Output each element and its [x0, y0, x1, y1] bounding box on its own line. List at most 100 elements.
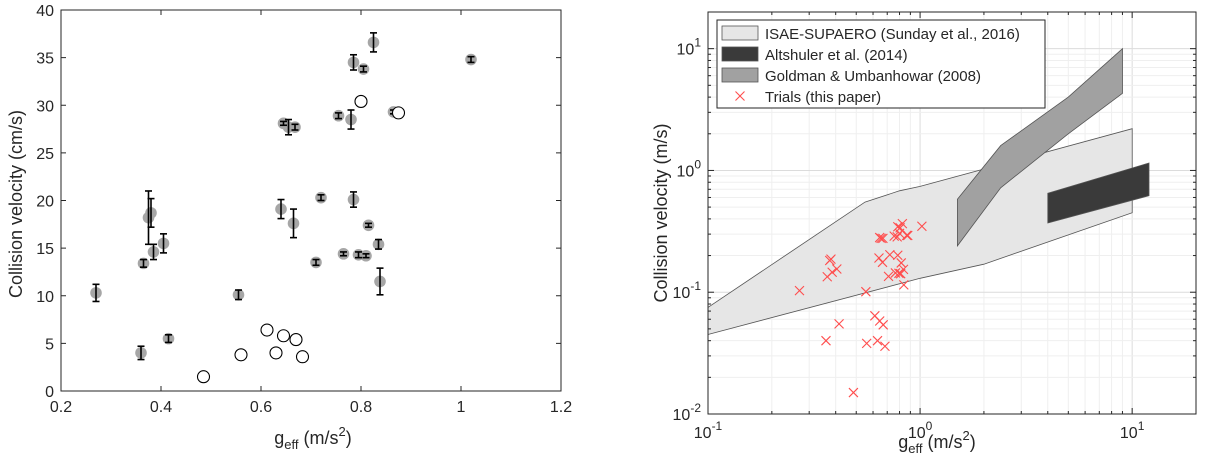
trial-cross-stroke [827, 267, 838, 278]
trial-cross-stroke [896, 258, 907, 268]
trial-cross-stroke [895, 268, 906, 279]
trial-point [901, 230, 912, 241]
legend-label: ISAE-SUPAERO (Sunday et al., 2016) [765, 26, 1020, 43]
trial-cross-stroke [860, 286, 871, 297]
trial-point [878, 319, 889, 330]
trial-point [848, 387, 859, 398]
trial-cross-stroke [901, 230, 912, 241]
goldman-umbanhowar-region [957, 47, 1123, 248]
trial-point [895, 268, 906, 279]
trial-cross-stroke [861, 338, 872, 349]
left-error-bar [92, 283, 100, 303]
legend-item-altshuler: Altshuler et al. (2014) [721, 46, 908, 64]
left-error-bar [370, 32, 377, 53]
left-open-point [234, 348, 248, 362]
trial-point [898, 264, 909, 275]
trial-point [889, 231, 900, 241]
left-open-point [289, 333, 303, 347]
trial-point [826, 254, 836, 265]
left-y-tick-label: 10 [36, 289, 54, 306]
legend-swatch-cross [735, 91, 745, 101]
left-x-axis-label: geff (m/s2) [274, 424, 351, 452]
altshuler-region [1047, 162, 1150, 224]
left-error-bar [290, 208, 297, 239]
trial-point [827, 267, 838, 278]
left-y-tick-label: 35 [36, 51, 54, 68]
right-x-tick-label: 101 [1120, 419, 1145, 442]
left-error-bar [317, 193, 325, 202]
left-open-point [196, 370, 211, 384]
trial-cross-stroke [884, 249, 895, 260]
left-y-axis-label: Collision velocity (cm/s) [6, 110, 26, 298]
trial-cross-stroke [897, 218, 908, 229]
left-x-tick-label: 0.4 [150, 399, 172, 416]
left-error-bar [150, 243, 157, 261]
trial-point [892, 221, 903, 232]
left-open-point [260, 323, 274, 337]
left-open-point [276, 329, 291, 343]
trial-point [860, 286, 871, 297]
trial-point [821, 335, 831, 346]
trial-cross-stroke [794, 285, 805, 296]
left-error-bar [160, 233, 167, 254]
trial-point [892, 250, 903, 261]
trial-cross-stroke [834, 318, 844, 329]
legend-swatch [721, 46, 759, 62]
left-y-tick-label: 20 [36, 194, 54, 211]
legend: ISAE-SUPAERO (Sunday et al., 2016) Altshu… [716, 19, 1046, 109]
left-y-tick-label: 30 [36, 98, 54, 115]
left-plot-frame [60, 9, 562, 392]
legend-item-goldman: Goldman & Umbanhowar (2008) [721, 67, 981, 85]
trial-cross-stroke [872, 335, 883, 346]
legend-label: Goldman & Umbanhowar (2008) [765, 68, 981, 85]
left-error-bar [362, 253, 370, 259]
trial-point [896, 258, 907, 268]
trial-cross-stroke [876, 233, 886, 244]
trial-point [834, 318, 844, 329]
trial-cross-stroke [883, 271, 894, 282]
left-plot-background [61, 10, 561, 391]
trial-point [861, 338, 872, 349]
right-y-axis-label: Collision velocity (m/s) [651, 123, 671, 302]
legend-swatch [721, 67, 759, 83]
trial-point [880, 341, 890, 352]
left-error-bar [291, 123, 299, 131]
trial-cross-stroke [848, 387, 859, 398]
right-y-tick-label: 10-2 [673, 401, 702, 424]
left-x-tick-label: 1 [457, 399, 466, 416]
trial-cross-stroke [892, 221, 903, 232]
trial-point [883, 271, 894, 282]
left-error-bar [140, 258, 147, 268]
left-error-bar [376, 267, 384, 296]
left-y-tick-label: 0 [45, 384, 54, 401]
trial-point [878, 233, 888, 244]
right-x-tick-label: 100 [908, 419, 933, 442]
left-error-bar [350, 191, 357, 208]
trial-point [884, 249, 895, 260]
trial-cross-stroke [821, 335, 831, 346]
left-open-point [391, 106, 406, 120]
trial-point [897, 218, 908, 229]
trial-cross-stroke [869, 310, 880, 321]
left-x-tick-label: 1.2 [550, 399, 572, 416]
trial-point [898, 279, 909, 290]
left-y-tick-label: 25 [36, 146, 54, 163]
left-y-tick-label: 40 [36, 3, 54, 20]
trial-cross-stroke [890, 268, 901, 278]
left-error-bar [280, 120, 287, 127]
left-error-bar [277, 198, 285, 220]
left-error-bar [350, 53, 357, 71]
trial-cross-stroke [878, 233, 888, 244]
trial-cross-stroke [917, 221, 927, 232]
left-x-tick-label: 0.2 [50, 399, 72, 416]
left-y-tick-label: 15 [36, 241, 54, 258]
legend-item-trials: Trials (this paper) [735, 89, 881, 106]
left-error-bar [137, 345, 145, 361]
trial-cross-stroke [898, 279, 909, 290]
trial-cross-stroke [902, 230, 913, 241]
right-y-tick-label: 100 [677, 157, 702, 180]
legend-item-isae: ISAE-SUPAERO (Sunday et al., 2016) [721, 25, 1020, 43]
trial-cross-stroke [874, 253, 884, 263]
